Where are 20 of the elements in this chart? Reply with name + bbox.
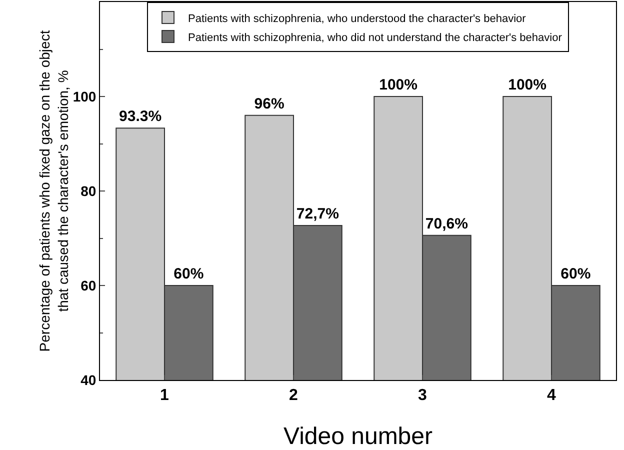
y-tick-label: 80: [80, 182, 96, 199]
data-label: 100%: [508, 76, 547, 94]
y-tick-label: 60: [80, 277, 96, 294]
data-label: 96%: [254, 95, 284, 112]
legend-label: Patients with schizophrenia, who understood the character's behavior: [188, 12, 526, 25]
x-tick-label: 4: [547, 387, 556, 404]
x-tick-label: 1: [160, 387, 170, 404]
data-label: 93.3%: [119, 108, 162, 126]
data-label: 100%: [379, 76, 418, 94]
y-axis-title: Percentage of patients who fixed gaze on the object that caused the character's emotion, %: [36, 30, 71, 352]
x-tick-label: 3: [418, 387, 428, 404]
y-tick-label: 100: [72, 88, 96, 104]
data-label: 70,6%: [425, 215, 468, 232]
legend-label: Patients with schizophrenia, who did not understand the character's behavior: [188, 32, 562, 44]
data-label: 72,7%: [296, 205, 339, 222]
y-tick-label: 40: [80, 372, 96, 388]
data-label: 60%: [174, 266, 204, 282]
data-label: 60%: [560, 266, 591, 282]
x-axis-title: Video number: [284, 423, 432, 450]
x-tick-label: 2: [289, 387, 298, 404]
